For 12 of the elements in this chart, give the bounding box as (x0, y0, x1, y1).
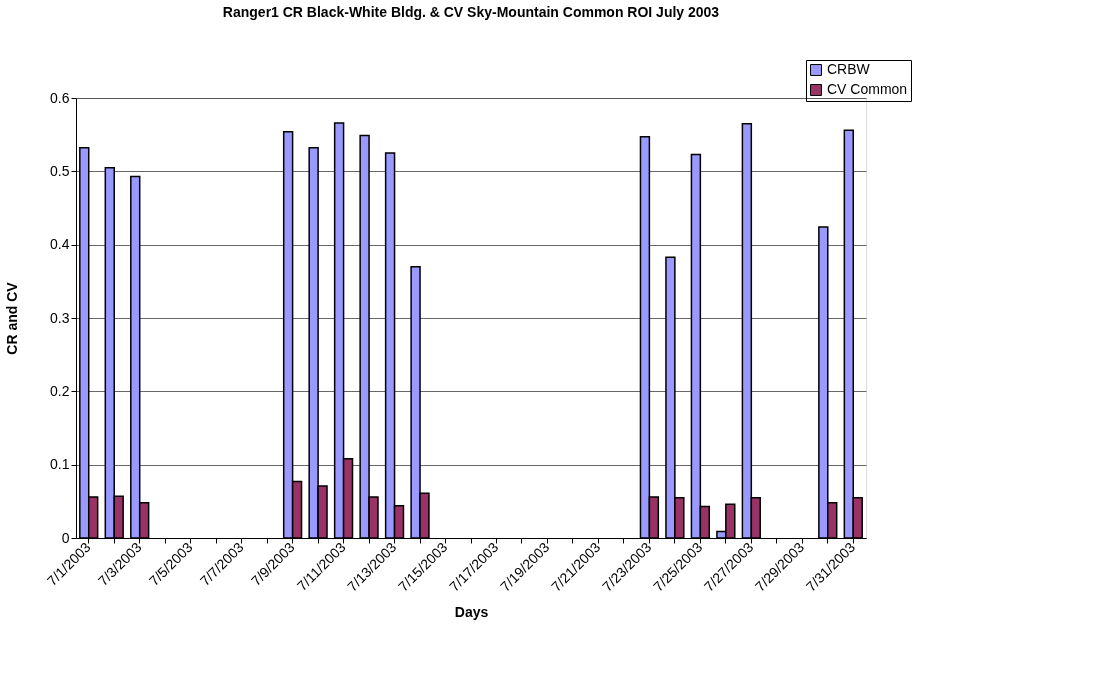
y-tick-label: 0.4 (50, 236, 70, 253)
x-axis-title: Days (454, 604, 489, 621)
y-tick-label: 0.6 (50, 89, 70, 106)
y-tick-label: 0.3 (50, 309, 70, 326)
y-tick-label: 0.2 (50, 382, 70, 399)
legend-label: CRBW (827, 61, 871, 77)
y-tick-label: 0.5 (50, 162, 70, 179)
legend-label: CV Common (827, 81, 908, 97)
y-tick-label: 0 (61, 529, 70, 546)
y-axis-title: CR and CV (4, 281, 21, 355)
chart-title: Ranger1 CR Black-White Bldg. & CV Sky-Mountain Common ROI July 2003 (222, 3, 720, 20)
y-tick-label: 0.1 (50, 456, 70, 473)
